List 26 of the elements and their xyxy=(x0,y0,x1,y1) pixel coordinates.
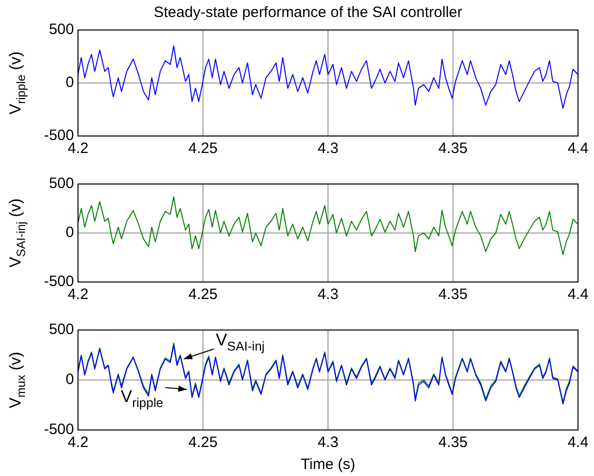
y-tick-label: 0 xyxy=(66,371,74,388)
y-tick-label: 500 xyxy=(48,21,74,38)
y-axis-title: VSAI-inj (v) xyxy=(7,198,28,268)
y-tick-label: 0 xyxy=(66,224,74,242)
x-tick-label: 4.35 xyxy=(438,140,468,158)
x-tick-label: 4.3 xyxy=(318,140,338,158)
y-axis-title: Vripple (v) xyxy=(7,51,28,115)
x-tick-label: 4.4 xyxy=(568,140,588,158)
y-axis-title: Vmux (v) xyxy=(7,352,28,408)
x-tick-label: 4.4 xyxy=(568,434,588,452)
x-tick-label: 4.3 xyxy=(318,434,338,452)
y-tick-label: 500 xyxy=(48,321,74,338)
x-tick-label: 4.25 xyxy=(188,140,218,158)
x-tick-label: 4.2 xyxy=(68,286,88,304)
x-tick-label: 4.25 xyxy=(188,286,218,304)
x-tick-label: 4.25 xyxy=(188,434,218,452)
x-tick-label: 4.4 xyxy=(568,286,588,304)
x-tick-label: 4.35 xyxy=(438,434,468,452)
x-tick-label: 4.3 xyxy=(318,286,338,304)
x-tick-label: 4.2 xyxy=(68,140,88,158)
chart-title: Steady-state performance of the SAI controller xyxy=(154,4,462,22)
x-tick-label: 4.35 xyxy=(438,286,468,304)
x-axis-title: Time (s) xyxy=(300,456,356,474)
y-tick-label: 500 xyxy=(48,175,74,192)
y-tick-label: 0 xyxy=(66,74,74,92)
x-tick-label: 4.2 xyxy=(68,434,88,452)
